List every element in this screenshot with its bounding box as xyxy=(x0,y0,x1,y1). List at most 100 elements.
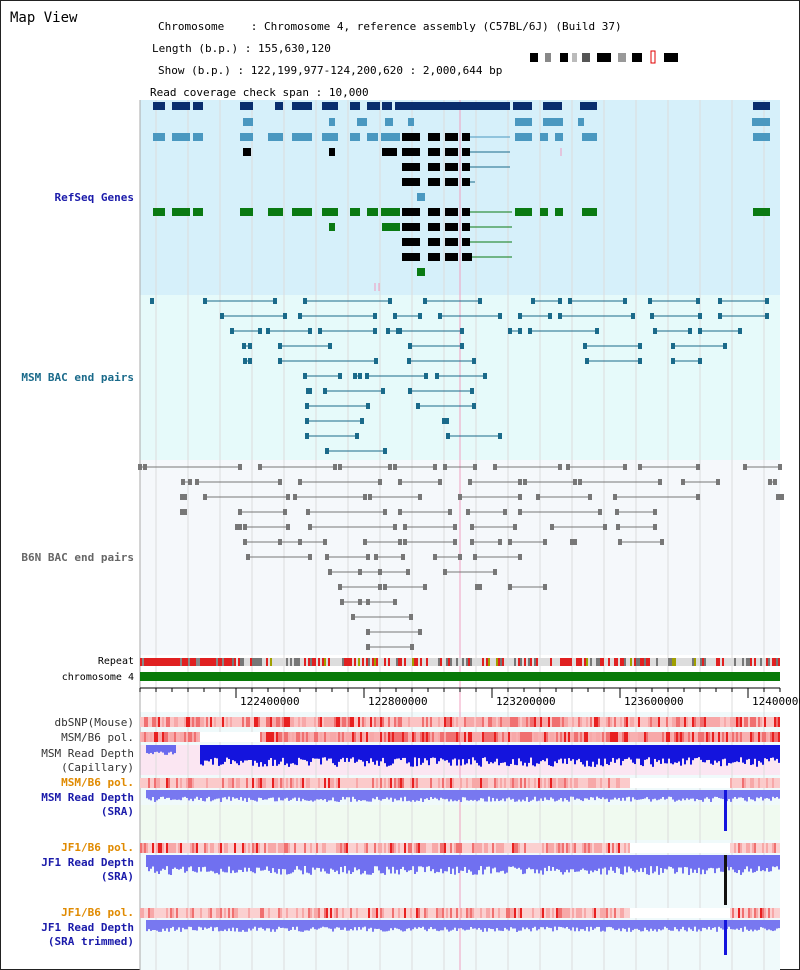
b6n-bac-pair-end xyxy=(403,524,407,530)
track-label-jf1-b6-pol-1[interactable]: JF1/B6 pol. xyxy=(61,841,134,854)
pol-strip-mark xyxy=(544,717,546,727)
track-label-b6n-bac[interactable]: B6N BAC end pairs xyxy=(21,551,134,564)
depth-bar xyxy=(310,745,312,762)
pol-strip-mark xyxy=(266,717,268,727)
track-label-jf1-depth-trimmed[interactable]: JF1 Read Depth xyxy=(41,921,134,934)
depth-bar xyxy=(720,790,722,799)
msm-bac-pair-end xyxy=(248,358,252,364)
pol-strip-mark xyxy=(472,908,474,918)
depth-bar xyxy=(638,920,640,930)
depth-bar xyxy=(328,745,330,759)
pol-strip-mark xyxy=(312,778,314,788)
pol-strip-mark xyxy=(416,732,418,742)
pol-strip-mark xyxy=(576,908,578,918)
repeat-mark xyxy=(722,658,724,666)
pol-strip-mark xyxy=(146,843,148,853)
depth-bar xyxy=(248,855,250,868)
track-label-dbsnp[interactable]: dbSNP(Mouse) xyxy=(54,716,134,729)
pol-strip-mark xyxy=(222,717,224,727)
depth-bar xyxy=(320,745,322,765)
depth-bar xyxy=(418,920,420,928)
pol-strip-mark xyxy=(524,778,526,788)
pol-strip-mark xyxy=(574,843,576,853)
chromosome-bar xyxy=(140,672,780,681)
pol-strip-mark xyxy=(184,717,186,727)
depth-bar xyxy=(540,790,542,799)
repeat-mark xyxy=(404,658,406,666)
pol-strip-mark xyxy=(614,908,616,918)
msm-bac-pair-end xyxy=(373,328,377,334)
pol-strip-mark xyxy=(520,778,522,788)
depth-bar xyxy=(412,920,414,930)
depth-bar xyxy=(512,855,514,867)
msm-bac-pair-end xyxy=(365,373,369,379)
depth-bar xyxy=(582,745,584,765)
pol-strip-mark xyxy=(336,908,338,918)
track-label-jf1-depth-sra[interactable]: JF1 Read Depth xyxy=(41,856,134,869)
repeat-mark xyxy=(488,658,490,666)
gene-row-2-exon xyxy=(408,118,414,126)
pol-strip-mark xyxy=(644,717,646,727)
pol-strip-mark xyxy=(328,908,330,918)
pol-strip-mark xyxy=(246,778,248,788)
depth-bar xyxy=(372,790,374,799)
repeat-mark xyxy=(196,658,198,666)
depth-bar xyxy=(378,855,380,871)
pol-strip-mark xyxy=(504,843,506,853)
pol-strip-mark xyxy=(462,778,464,788)
track-label-msm-b6-pol-1[interactable]: MSM/B6 pol. xyxy=(61,731,134,744)
depth-bar xyxy=(620,790,622,801)
depth-bar xyxy=(778,745,780,763)
track-label-msm-depth-sra[interactable]: MSM Read Depth xyxy=(41,791,134,804)
depth-bar xyxy=(582,855,584,869)
pol-strip-mark xyxy=(180,717,182,727)
pol-strip-mark xyxy=(776,717,778,727)
track-label-msm-depth-capillary[interactable]: MSM Read Depth xyxy=(41,747,134,760)
track-label-jf1-b6-pol-2[interactable]: JF1/B6 pol. xyxy=(61,906,134,919)
track-label-msm-bac[interactable]: MSM BAC end pairs xyxy=(21,371,134,384)
depth-bar xyxy=(452,855,454,869)
pol-strip-mark xyxy=(670,717,672,727)
depth-bar xyxy=(672,745,674,765)
depth-bar xyxy=(258,920,260,928)
pol-strip-mark xyxy=(292,843,294,853)
pol-strip-mark xyxy=(310,778,312,788)
pol-strip-mark xyxy=(772,732,774,742)
pol-strip-mark xyxy=(692,732,694,742)
pol-strip-mark xyxy=(560,717,562,727)
pol-strip-mark xyxy=(668,717,670,727)
depth-bar xyxy=(624,790,626,801)
pol-strip-mark xyxy=(760,778,762,788)
track-label-msm-b6-pol-2[interactable]: MSM/B6 pol. xyxy=(61,776,134,789)
pol-strip-mark xyxy=(484,732,486,742)
depth-bar xyxy=(474,790,476,800)
pol-strip-mark xyxy=(490,778,492,788)
pol-strip-mark xyxy=(464,732,466,742)
pol-strip-mark xyxy=(370,732,372,742)
pol-strip-mark xyxy=(362,778,364,788)
depth-bar xyxy=(152,790,154,798)
depth-bar xyxy=(310,920,312,929)
pol-strip-mark xyxy=(414,843,416,853)
pol-strip-mark xyxy=(302,908,304,918)
track-label-refseq[interactable]: RefSeq Genes xyxy=(54,191,134,204)
gene-row-1-exon xyxy=(275,102,283,110)
pol-gap xyxy=(200,732,260,742)
chromosome-value: Chromosome 4, reference assembly (C57BL/… xyxy=(263,20,622,33)
depth-bar xyxy=(614,790,616,798)
depth-bar xyxy=(550,855,552,871)
depth-bar xyxy=(378,745,380,766)
depth-bar xyxy=(274,745,276,760)
pol-strip-mark xyxy=(276,843,278,853)
depth-bar xyxy=(454,745,456,759)
pol-strip-mark xyxy=(230,717,232,727)
depth-bar xyxy=(740,855,742,875)
pol-strip-mark xyxy=(234,908,236,918)
depth-bar xyxy=(612,855,614,871)
depth-bar xyxy=(660,745,662,764)
pol-strip-mark xyxy=(382,843,384,853)
depth-bar xyxy=(148,790,150,800)
length-label: Length (b.p.) xyxy=(152,42,239,55)
depth-bar xyxy=(720,855,722,872)
